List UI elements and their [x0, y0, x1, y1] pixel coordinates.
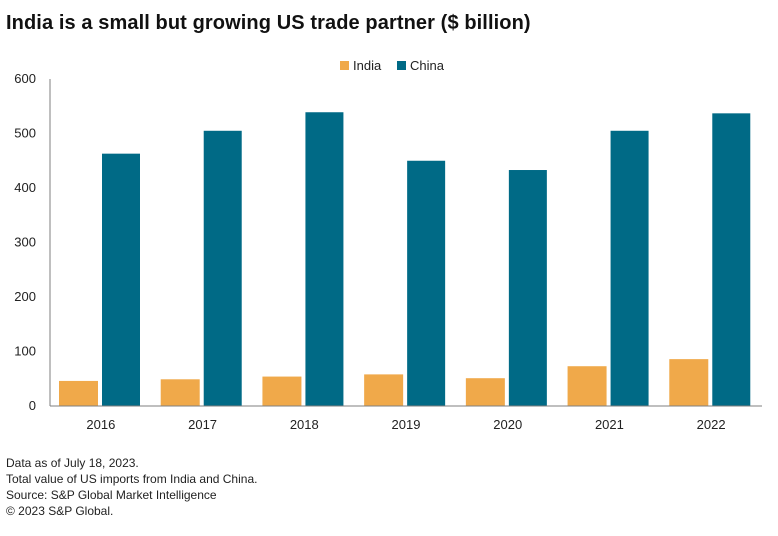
y-tick-label: 100: [14, 344, 36, 359]
note-source: Source: S&P Global Market Intelligence: [6, 488, 217, 502]
note-date: Data as of July 18, 2023.: [6, 456, 139, 470]
y-tick-label: 0: [29, 398, 36, 413]
bar-china-2017: [203, 130, 242, 406]
legend-label-china: China: [410, 58, 445, 73]
chart-legend: India China: [340, 58, 445, 73]
bar-china-2022: [712, 113, 751, 407]
y-tick-label: 300: [14, 235, 36, 250]
x-tick-label: 2017: [188, 417, 217, 432]
x-tick-label: 2018: [290, 417, 319, 432]
note-description: Total value of US imports from India and…: [6, 472, 258, 486]
x-tick-label: 2019: [392, 417, 421, 432]
chart-title: India is a small but growing US trade pa…: [6, 12, 531, 34]
bar-china-2021: [610, 130, 649, 406]
legend-swatch-china: [397, 61, 406, 70]
bar-india-2016: [59, 380, 98, 406]
legend-label-india: India: [353, 58, 382, 73]
x-axis: 2016 2017 2018 2019 2020 2021 2022: [50, 405, 762, 432]
y-tick-label: 600: [14, 71, 36, 86]
y-tick-label: 400: [14, 180, 36, 195]
bar-india-2019: [364, 374, 404, 406]
y-axis: 0 100 200 300 400 500 600: [14, 71, 51, 413]
chart-notes: Data as of July 18, 2023. Total value of…: [6, 455, 257, 519]
bar-china-2018: [305, 112, 344, 406]
bar-india-2018: [262, 376, 302, 406]
bar-india-2020: [465, 378, 505, 406]
x-tick-label: 2021: [595, 417, 624, 432]
bar-india-2017: [160, 379, 200, 406]
bars: [59, 112, 751, 407]
bar-china-2016: [102, 153, 140, 406]
bar-india-2022: [669, 359, 709, 406]
x-tick-label: 2022: [697, 417, 726, 432]
y-tick-label: 200: [14, 289, 36, 304]
bar-china-2020: [508, 170, 547, 406]
x-tick-label: 2020: [493, 417, 522, 432]
y-tick-label: 500: [14, 126, 36, 141]
legend-swatch-india: [340, 61, 349, 70]
note-copyright: © 2023 S&P Global.: [6, 504, 114, 518]
bar-china-2019: [407, 160, 446, 406]
x-tick-label: 2016: [86, 417, 115, 432]
bar-india-2021: [567, 366, 607, 406]
